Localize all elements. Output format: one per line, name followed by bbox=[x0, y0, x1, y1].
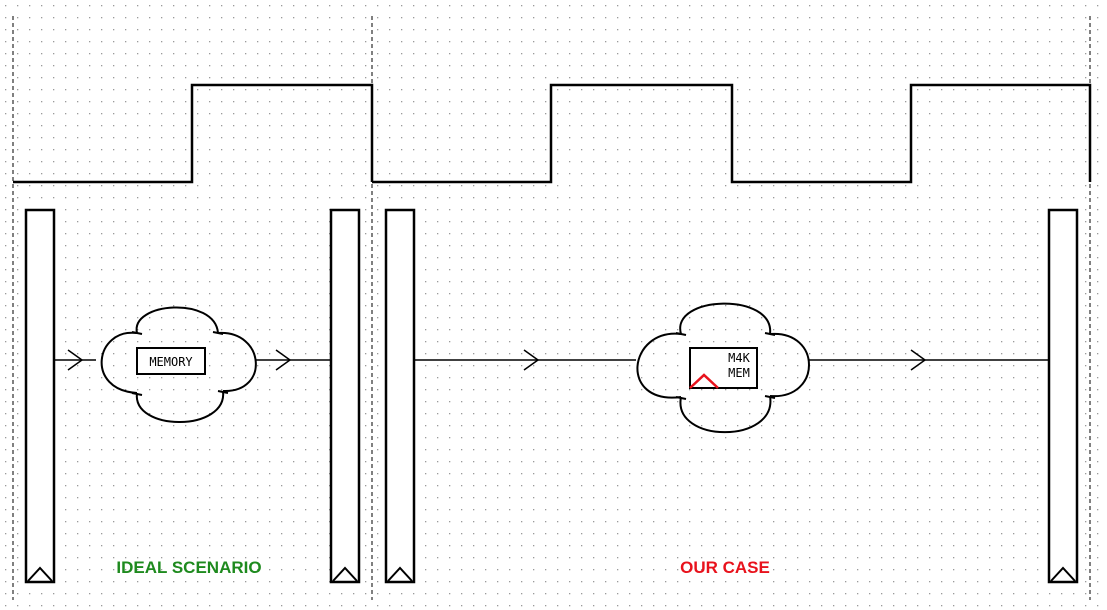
clock-input-triangle bbox=[27, 566, 53, 582]
clock-input-triangle bbox=[387, 566, 413, 582]
memory-block-label: MEMORY bbox=[149, 355, 193, 369]
our-dest-register bbox=[1047, 208, 1079, 584]
our-logic-cloud bbox=[636, 302, 810, 433]
clock-waveform-ideal bbox=[13, 83, 374, 184]
our-case-caption: OUR CASE bbox=[680, 558, 770, 577]
memory-block bbox=[136, 347, 206, 375]
clock-input-triangle bbox=[332, 566, 358, 582]
m4k-clock-edge-marker bbox=[689, 373, 719, 389]
clock-waveform-our-case bbox=[372, 83, 1092, 184]
our-source-register bbox=[384, 208, 416, 584]
clock-input-triangle bbox=[1050, 566, 1076, 582]
ideal-source-register bbox=[24, 208, 56, 584]
arrow-ideal-in bbox=[67, 349, 84, 371]
m4k-memory-block bbox=[689, 347, 758, 389]
ideal-logic-cloud bbox=[100, 306, 257, 423]
arrow-our-in bbox=[523, 349, 540, 371]
m4k-label-line1: M4K bbox=[728, 351, 750, 365]
arrow-ideal-out bbox=[275, 349, 292, 371]
arrow-our-out bbox=[910, 349, 927, 371]
m4k-label-line2: MEM bbox=[728, 366, 750, 380]
ideal-dest-register bbox=[329, 208, 361, 584]
ideal-scenario-caption: IDEAL SCENARIO bbox=[116, 558, 261, 577]
